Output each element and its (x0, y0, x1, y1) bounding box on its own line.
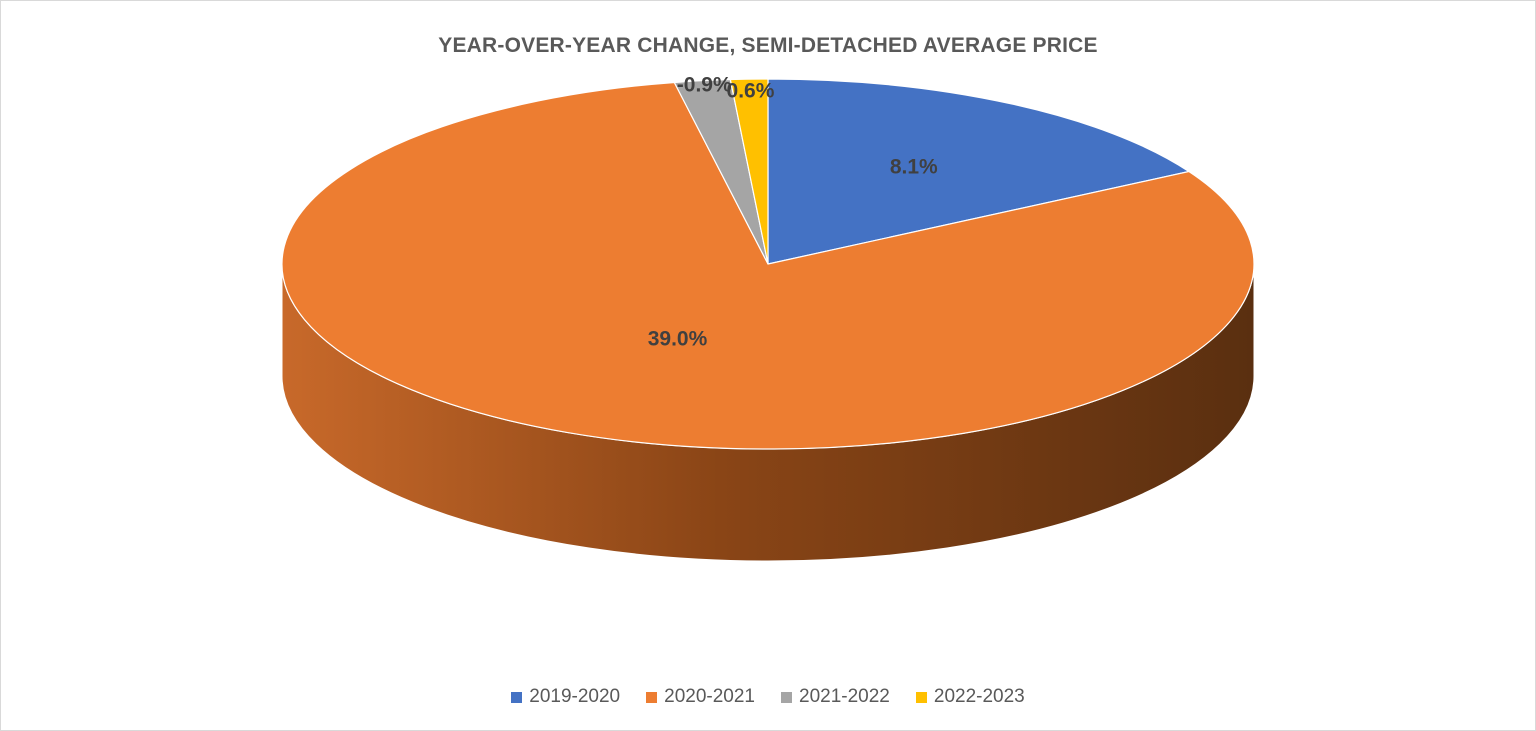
legend-label: 2022-2023 (933, 686, 1025, 707)
legend-item-2020-2021: 2020-2021 (646, 686, 755, 708)
legend-label: 2019-2020 (529, 686, 621, 707)
legend-label: 2020-2021 (664, 686, 755, 707)
pie-slice-2019-2020 (767, 78, 1191, 265)
legend-swatch (915, 691, 927, 703)
legend-item-2019-2020: 2019-2020 (511, 686, 620, 708)
chart-title: YEAR-OVER-YEAR CHANGE, SEMI-DETACHED AVE… (438, 34, 1098, 57)
legend: 2019-2020 2020-2021 2021-2022 2022-2023 (0, 686, 1536, 708)
legend-swatch (511, 691, 523, 703)
pie-top-group (281, 78, 1255, 450)
data-label-2021-2022: -0.9% (677, 74, 732, 97)
legend-swatch (781, 691, 792, 703)
legend-label: 2021-2022 (799, 686, 890, 707)
data-label-2022-2023: 0.6% (727, 80, 775, 103)
data-label-2019-2020: 8.1% (890, 155, 938, 178)
pie-slice-2022-2023 (729, 78, 769, 265)
legend-item-2021-2022: 2021-2022 (781, 686, 890, 708)
pie-slice-2020-2021 (281, 81, 1255, 450)
legend-item-2022-2023: 2022-2023 (915, 686, 1025, 708)
pie-label-group: 8.1% 39.0% -0.9%0.6% (648, 74, 938, 351)
legend-swatch (646, 691, 658, 703)
data-label-2020-2021: 39.0% (648, 327, 708, 350)
